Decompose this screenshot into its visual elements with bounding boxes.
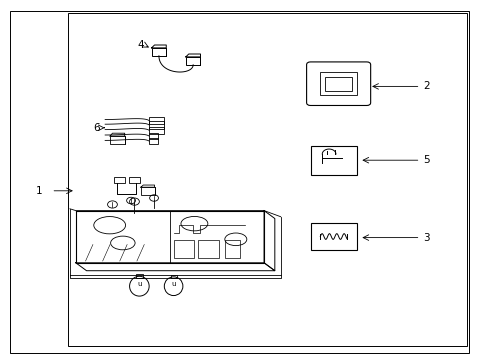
Bar: [170, 275, 177, 278]
Bar: [224, 240, 239, 258]
Bar: [325, 77, 351, 91]
Bar: [149, 127, 163, 134]
Bar: [173, 240, 194, 258]
Bar: [68, 13, 466, 346]
Bar: [310, 223, 356, 250]
Bar: [149, 121, 163, 129]
Text: u: u: [171, 282, 176, 287]
Text: 6: 6: [93, 123, 100, 133]
Bar: [129, 177, 140, 183]
Bar: [149, 117, 163, 124]
Bar: [149, 133, 158, 139]
Bar: [110, 136, 124, 144]
Text: u: u: [137, 282, 142, 287]
Bar: [114, 177, 125, 183]
Bar: [185, 57, 200, 65]
Text: 5: 5: [422, 155, 429, 165]
Text: 1: 1: [36, 186, 42, 196]
Text: 3: 3: [422, 233, 429, 243]
Bar: [151, 48, 166, 56]
Bar: [141, 187, 154, 195]
Bar: [320, 72, 356, 95]
Text: 4: 4: [137, 40, 144, 50]
Bar: [198, 240, 219, 258]
Text: 2: 2: [422, 81, 429, 91]
Bar: [136, 274, 143, 278]
Bar: [310, 146, 356, 175]
Bar: [149, 138, 158, 144]
